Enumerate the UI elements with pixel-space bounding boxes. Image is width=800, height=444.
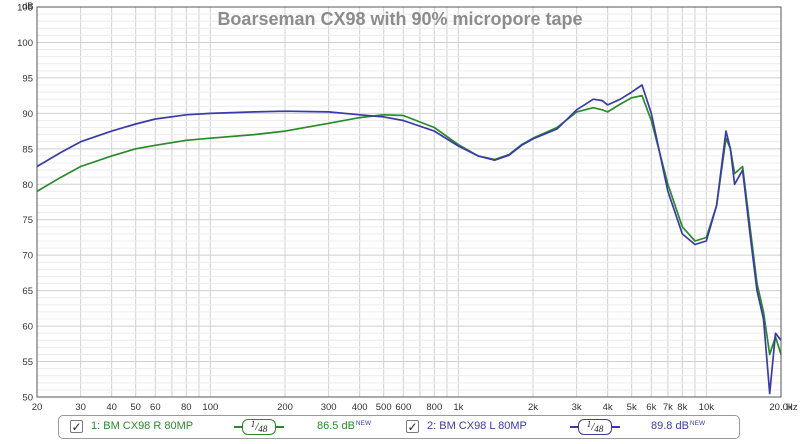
x-tick-label: 1k [453,402,463,413]
series-1-smoothing-button[interactable]: 1/48 [234,419,284,435]
y-tick-label: 60 [22,322,33,333]
series-2-smoothing-value: 1/48 [586,419,604,434]
x-tick-label: 60 [150,402,161,413]
x-tick-label: 400 [352,402,368,413]
legend-item-1: ✓ 1: BM CX98 R 80MP 1/48 86.5 dBNEW [59,416,389,438]
x-tick-label: 3k [572,402,582,413]
series-line-2 [36,84,782,395]
chart-title: Boarseman CX98 with 90% micropore tape [217,9,582,29]
x-tick-label: 2k [528,402,538,413]
y-tick-label: 90 [22,109,33,120]
y-tick-label: 75 [22,215,33,226]
series-2-checkbox[interactable]: ✓ [406,420,419,434]
x-tick-label: 50 [130,402,141,413]
series-1-label: 1: BM CX98 R 80MP [91,420,194,432]
x-tick-label: 100 [202,402,218,413]
new-badge: NEW [689,420,706,427]
plot-frame [36,6,782,398]
y-tick-label: 65 [22,286,33,297]
x-tick-label: 20.0k [769,402,792,413]
x-axis-unit: Hz [786,402,798,413]
y-tick-label: 95 [22,73,33,84]
x-tick-label: 800 [426,402,442,413]
x-tick-label: 10k [699,402,715,413]
y-tick-label: 80 [22,180,33,191]
y-tick-label: 100 [17,38,33,49]
series-2-level: 89.8 dBNEW [651,420,706,432]
x-tick-label: 8k [677,402,687,413]
legend-panel: ✓ 1: BM CX98 R 80MP 1/48 86.5 dBNEW ✓ 2:… [58,415,740,439]
series-1-smoothing-value: 1/48 [250,419,268,434]
x-tick-label: 4k [603,402,613,413]
series-2-smoothing-button[interactable]: 1/48 [570,419,620,435]
x-tick-label: 200 [277,402,293,413]
y-axis-ticks: 50 55 60 65 70 75 80 85 90 95 100 105 [17,3,33,404]
x-tick-label: 40 [106,402,117,413]
x-tick-label: 600 [395,402,411,413]
series-2-label: 2: BM CX98 L 80MP [427,420,527,432]
frequency-response-chart: 50 55 60 65 70 75 80 85 90 95 100 105 20 30 40 50 60 80 1… [17,1,798,413]
new-badge: NEW [355,420,372,427]
y-axis-unit: dB [22,1,34,12]
x-tick-label: 80 [181,402,192,413]
y-tick-label: 70 [22,251,33,262]
series-lines [36,84,782,395]
y-tick-label: 85 [22,144,33,155]
x-tick-label: 5k [627,402,637,413]
x-axis-ticks: 20 30 40 50 60 80 100 200 300 400 500 600 800 1k 2k 3k 4… [32,402,793,413]
x-tick-label: 300 [321,402,337,413]
grid [37,7,781,397]
legend-item-2: ✓ 2: BM CX98 L 80MP 1/48 89.8 dBNEW [395,416,735,438]
y-tick-label: 105 [17,3,33,14]
x-tick-label: 6k [646,402,656,413]
y-tick-label: 55 [22,357,33,368]
y-tick-label: 50 [22,393,33,404]
x-tick-label: 7k [663,402,673,413]
x-tick-label: 20 [32,402,43,413]
x-tick-label: 30 [75,402,86,413]
x-tick-label: 500 [376,402,392,413]
series-1-level: 86.5 dBNEW [317,420,372,432]
series-1-checkbox[interactable]: ✓ [70,420,83,434]
